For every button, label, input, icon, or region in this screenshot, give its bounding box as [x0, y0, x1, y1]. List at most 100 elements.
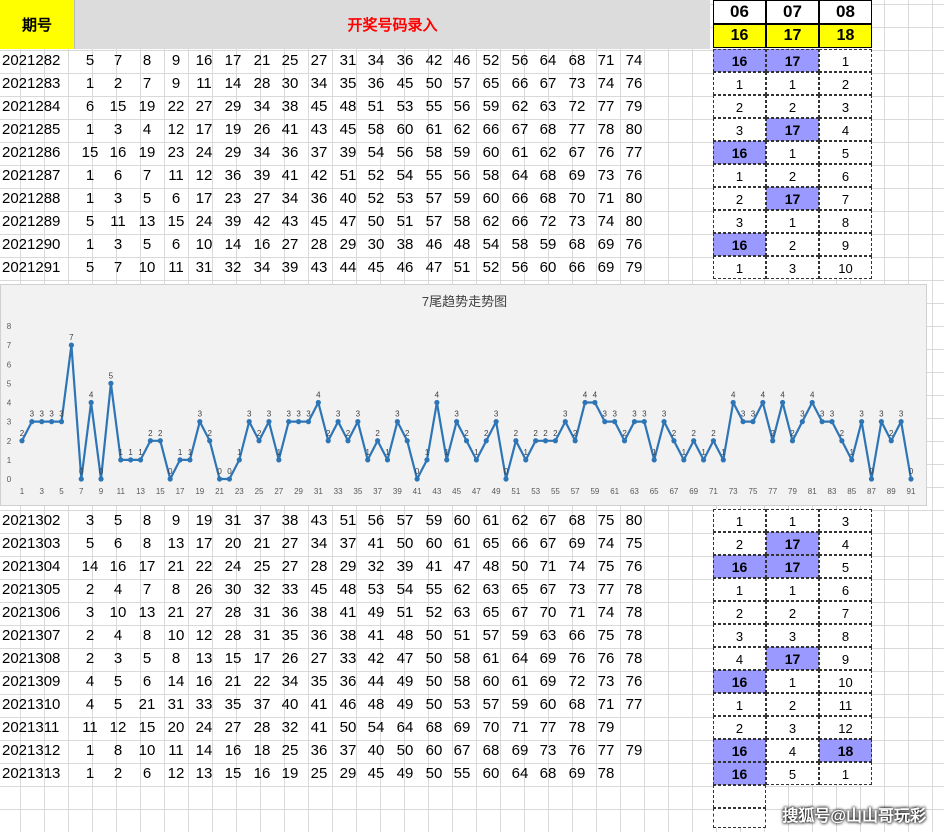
- number-cell[interactable]: 76: [597, 144, 615, 161]
- number-cell[interactable]: 5: [142, 190, 152, 207]
- count-cell-07[interactable]: 3: [766, 256, 819, 279]
- number-cell[interactable]: 24: [195, 213, 213, 230]
- count-cell-06[interactable]: 1: [713, 164, 766, 187]
- number-cell[interactable]: 23: [224, 190, 242, 207]
- count-cell-08[interactable]: 2: [819, 72, 872, 95]
- number-cell[interactable]: 78: [625, 650, 643, 667]
- number-cell[interactable]: 11: [82, 719, 98, 736]
- count-cell-06[interactable]: 16: [713, 49, 766, 72]
- count-cell-06[interactable]: 2: [713, 716, 766, 739]
- data-point[interactable]: [226, 476, 233, 482]
- number-cell[interactable]: 63: [482, 581, 500, 598]
- count-cell-07[interactable]: 5: [766, 762, 819, 785]
- data-point[interactable]: [799, 419, 805, 425]
- number-cell[interactable]: 79: [625, 742, 643, 759]
- number-cell[interactable]: 35: [339, 75, 357, 92]
- data-point[interactable]: [533, 438, 539, 444]
- count-cell-06[interactable]: 16: [713, 739, 766, 762]
- data-point[interactable]: [710, 438, 717, 444]
- number-cell[interactable]: 27: [195, 98, 213, 115]
- number-cell[interactable]: 69: [453, 719, 471, 736]
- data-point[interactable]: [167, 476, 173, 482]
- number-cell[interactable]: 56: [396, 144, 414, 161]
- data-point[interactable]: [542, 438, 549, 444]
- number-cell[interactable]: 60: [539, 259, 557, 276]
- number-cell[interactable]: 66: [511, 213, 529, 230]
- count-cell-08[interactable]: 7: [819, 601, 872, 624]
- count-cell-08[interactable]: 1: [819, 49, 872, 72]
- number-cell[interactable]: 79: [597, 719, 615, 736]
- issue-cell[interactable]: 2021286: [2, 144, 61, 161]
- number-cell[interactable]: 34: [281, 190, 299, 207]
- issue-cell[interactable]: 2021285: [2, 121, 61, 138]
- number-cell[interactable]: 10: [109, 604, 127, 621]
- number-cell[interactable]: 60: [425, 742, 443, 759]
- number-cell[interactable]: 71: [539, 558, 557, 575]
- number-cell[interactable]: 16: [253, 236, 271, 253]
- data-point[interactable]: [118, 457, 124, 463]
- count-cell-08[interactable]: 5: [819, 555, 872, 578]
- number-cell[interactable]: 69: [568, 765, 586, 782]
- number-cell[interactable]: 8: [171, 581, 181, 598]
- number-cell[interactable]: 31: [253, 604, 271, 621]
- number-cell[interactable]: 55: [425, 581, 443, 598]
- number-cell[interactable]: 10: [138, 259, 156, 276]
- number-cell[interactable]: 48: [367, 696, 385, 713]
- number-cell[interactable]: 40: [281, 696, 299, 713]
- number-cell[interactable]: 60: [453, 512, 471, 529]
- data-point[interactable]: [444, 457, 450, 463]
- number-cell[interactable]: 2: [113, 75, 123, 92]
- number-cell[interactable]: 2: [113, 765, 123, 782]
- data-point[interactable]: [147, 438, 154, 444]
- number-cell[interactable]: 77: [568, 121, 586, 138]
- number-cell[interactable]: 22: [195, 558, 213, 575]
- number-cell[interactable]: 4: [113, 581, 123, 598]
- number-cell[interactable]: 11: [196, 75, 212, 92]
- number-cell[interactable]: 28: [224, 627, 242, 644]
- number-cell[interactable]: 60: [482, 190, 500, 207]
- draw-entry-title[interactable]: 开奖号码录入: [75, 0, 710, 49]
- number-cell[interactable]: 24: [195, 719, 213, 736]
- count-cell-06[interactable]: 1: [713, 256, 766, 279]
- data-point[interactable]: [414, 476, 420, 482]
- data-point[interactable]: [819, 419, 825, 425]
- number-cell[interactable]: 69: [568, 535, 586, 552]
- count-cell-07[interactable]: 2: [766, 233, 819, 256]
- number-cell[interactable]: 56: [367, 512, 385, 529]
- number-cell[interactable]: 19: [224, 121, 242, 138]
- number-cell[interactable]: 50: [511, 558, 529, 575]
- number-cell[interactable]: 7: [113, 52, 123, 69]
- data-point[interactable]: [157, 438, 163, 444]
- number-cell[interactable]: 61: [425, 121, 443, 138]
- number-cell[interactable]: 30: [224, 581, 242, 598]
- number-cell[interactable]: 60: [482, 765, 500, 782]
- number-cell[interactable]: 21: [224, 673, 242, 690]
- number-cell[interactable]: 51: [453, 259, 471, 276]
- number-cell[interactable]: 50: [425, 673, 443, 690]
- number-cell[interactable]: 80: [625, 213, 643, 230]
- number-cell[interactable]: 64: [511, 167, 529, 184]
- number-cell[interactable]: 14: [224, 75, 242, 92]
- number-cell[interactable]: 21: [167, 558, 185, 575]
- number-cell[interactable]: 72: [568, 98, 586, 115]
- count-cell-07[interactable]: 2: [766, 95, 819, 118]
- empty-cell[interactable]: [713, 785, 766, 808]
- number-cell[interactable]: 15: [138, 719, 156, 736]
- number-cell[interactable]: 14: [195, 742, 213, 759]
- issue-cell[interactable]: 2021287: [2, 167, 61, 184]
- number-cell[interactable]: 61: [482, 512, 500, 529]
- number-cell[interactable]: 51: [339, 167, 357, 184]
- count-cell-08[interactable]: 8: [819, 210, 872, 233]
- data-point[interactable]: [384, 457, 391, 463]
- number-cell[interactable]: 3: [113, 236, 123, 253]
- number-cell[interactable]: 67: [539, 581, 557, 598]
- data-point[interactable]: [295, 419, 302, 425]
- data-point[interactable]: [651, 457, 657, 463]
- number-cell[interactable]: 77: [625, 144, 643, 161]
- number-cell[interactable]: 26: [253, 121, 271, 138]
- number-cell[interactable]: 36: [281, 144, 299, 161]
- count-cell-07[interactable]: 1: [766, 72, 819, 95]
- number-cell[interactable]: 67: [568, 144, 586, 161]
- number-cell[interactable]: 61: [511, 673, 529, 690]
- number-cell[interactable]: 54: [396, 581, 414, 598]
